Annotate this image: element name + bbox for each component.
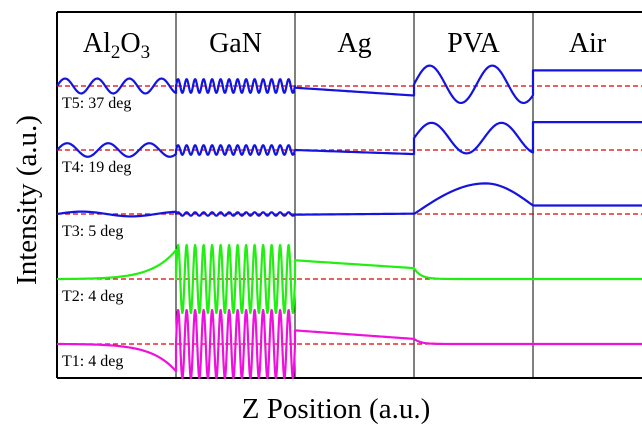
series-label: T3: 5 deg xyxy=(62,223,123,240)
x-axis-label: Z Position (a.u.) xyxy=(242,393,431,425)
region-label: GaN xyxy=(209,28,262,59)
series-label: T4: 19 deg xyxy=(62,159,131,176)
series-curve xyxy=(56,64,642,105)
region-label-part: O xyxy=(120,28,140,59)
region-label-subscript: 2 xyxy=(111,42,121,63)
region-label: Ag xyxy=(337,28,371,59)
series-curve xyxy=(56,308,642,380)
series-label: T1: 4 deg xyxy=(62,353,123,370)
region-label-part: Al xyxy=(83,28,111,59)
region-label: PVA xyxy=(447,28,500,59)
series-curve xyxy=(56,182,642,218)
series-label: T5: 37 deg xyxy=(62,95,131,112)
y-axis-label: Intensity (a.u.) xyxy=(11,115,43,285)
series-curve xyxy=(56,243,642,315)
series-curve xyxy=(56,121,642,158)
series-label: T2: 4 deg xyxy=(62,288,123,305)
region-label-subscript: 3 xyxy=(141,42,151,63)
region-label: Air xyxy=(569,28,607,59)
region-label: Al2O3 xyxy=(83,28,150,63)
plot-area: Al2O3 GaN Ag PVA Air T5: 37 deg T4: 19 deg T3: … xyxy=(56,11,642,380)
